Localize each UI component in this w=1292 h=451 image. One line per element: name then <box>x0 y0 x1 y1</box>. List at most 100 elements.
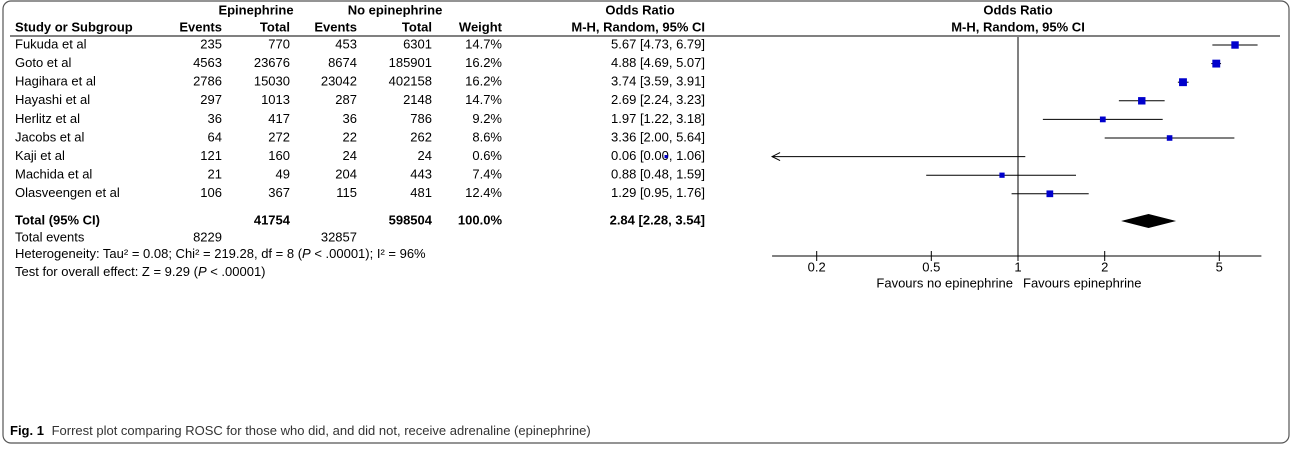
cell: 8229 <box>193 229 222 244</box>
cell: 0.6% <box>472 148 502 163</box>
column-header: Events <box>314 19 357 34</box>
cell: 14.7% <box>465 92 502 107</box>
study-name: Olasveengen et al <box>15 185 120 200</box>
study-name: Kaji et al <box>15 148 65 163</box>
study-name: Goto et al <box>15 55 71 70</box>
cell: 8674 <box>328 55 357 70</box>
cell: 36 <box>208 111 222 126</box>
study-marker <box>664 155 668 159</box>
cell: 32857 <box>321 229 357 244</box>
cell: 100.0% <box>458 212 503 227</box>
study-marker <box>1179 78 1187 87</box>
x-tick-label: 0.2 <box>808 259 826 274</box>
cell: 106 <box>200 185 222 200</box>
stats-text: Test for overall effect: Z = 9.29 (P < .… <box>15 264 266 279</box>
study-name: Hayashi et al <box>15 92 90 107</box>
total-name: Total (95% CI) <box>15 212 100 227</box>
study-marker <box>1166 135 1173 141</box>
cell: 8.6% <box>472 129 502 144</box>
cell: 1.97 [1.22, 3.18] <box>611 111 705 126</box>
cell: 160 <box>268 148 290 163</box>
cell: 2786 <box>193 74 222 89</box>
cell: 402158 <box>389 74 432 89</box>
stats-text: Heterogeneity: Tau² = 0.08; Chi² = 219.2… <box>15 246 426 261</box>
favours-label: Favours epinephrine <box>1023 275 1142 290</box>
caption-text: Forrest plot comparing ROSC for those wh… <box>52 423 591 438</box>
column-header: Total <box>402 19 432 34</box>
cell: 185901 <box>389 55 432 70</box>
study-name: Herlitz et al <box>15 111 80 126</box>
method-header: M-H, Random, 95% CI <box>951 19 1085 34</box>
cell: 481 <box>410 185 432 200</box>
cell: 443 <box>410 167 432 182</box>
cell: 367 <box>268 185 290 200</box>
cell: 16.2% <box>465 55 502 70</box>
cell: 24 <box>418 148 432 163</box>
stats-part: P <box>302 246 311 261</box>
column-header: Events <box>179 19 222 34</box>
cell: 272 <box>268 129 290 144</box>
study-marker <box>999 172 1005 178</box>
cell: 3.74 [3.59, 3.91] <box>611 74 705 89</box>
x-tick-label: 0.5 <box>922 259 940 274</box>
ci-arrow <box>770 152 781 162</box>
stats-part: P <box>198 264 207 279</box>
study-marker <box>1138 97 1146 105</box>
stats-part: < .00001); I² = 96% <box>311 246 426 261</box>
caption-label: Fig. 1 <box>10 423 44 438</box>
x-tick-label: 1 <box>1014 259 1021 274</box>
cell: 2148 <box>403 92 432 107</box>
cell: 770 <box>268 36 290 51</box>
column-header: Total <box>260 19 290 34</box>
cell: 64 <box>208 129 222 144</box>
cell: 41754 <box>254 212 291 227</box>
favours-label: Favours no epinephrine <box>876 275 1013 290</box>
study-name: Hagihara et al <box>15 74 96 89</box>
cell: 121 <box>200 148 222 163</box>
total-events-label: Total events <box>15 229 85 244</box>
stats-part: Test for overall effect: Z = 9.29 ( <box>15 264 199 279</box>
study-marker <box>1212 59 1221 68</box>
cell: 417 <box>268 111 290 126</box>
study-name: Fukuda et al <box>15 36 87 51</box>
cell: 23676 <box>254 55 290 70</box>
cell: 23042 <box>321 74 357 89</box>
cell: 15030 <box>254 74 290 89</box>
cell: 4563 <box>193 55 222 70</box>
study-marker <box>1099 116 1106 123</box>
group-header: Odds Ratio <box>983 2 1052 17</box>
x-tick-label: 2 <box>1101 259 1108 274</box>
cell: 2.69 [2.24, 3.23] <box>611 92 705 107</box>
cell: 24 <box>343 148 357 163</box>
study-name: Machida et al <box>15 167 92 182</box>
cell: 1.29 [0.95, 1.76] <box>611 185 705 200</box>
study-marker <box>1046 190 1054 198</box>
cell: 262 <box>410 129 432 144</box>
x-tick-label: 5 <box>1216 259 1223 274</box>
cell: 14.7% <box>465 36 502 51</box>
cell: 3.36 [2.00, 5.64] <box>611 129 705 144</box>
column-header: Study or Subgroup <box>15 19 133 34</box>
study-name: Jacobs et al <box>15 129 84 144</box>
group-header: Epinephrine <box>218 2 293 17</box>
stats-part: < .00001) <box>207 264 266 279</box>
column-header: Weight <box>459 19 503 34</box>
cell: 287 <box>335 92 357 107</box>
cell: 235 <box>200 36 222 51</box>
stats-part: Heterogeneity: Tau² = 0.08; Chi² = 219.2… <box>15 246 303 261</box>
summary-diamond <box>1121 214 1177 228</box>
cell: 12.4% <box>465 185 502 200</box>
cell: 7.4% <box>472 167 502 182</box>
method-header: M-H, Random, 95% CI <box>571 19 705 34</box>
cell: 49 <box>276 167 290 182</box>
cell: 36 <box>343 111 357 126</box>
cell: 598504 <box>389 212 433 227</box>
cell: 786 <box>410 111 432 126</box>
group-header: Odds Ratio <box>605 2 674 17</box>
caption: Fig. 1 Forrest plot comparing ROSC for t… <box>10 423 591 438</box>
cell: 21 <box>208 167 222 182</box>
cell: 5.67 [4.73, 6.79] <box>611 36 705 51</box>
cell: 1013 <box>261 92 290 107</box>
